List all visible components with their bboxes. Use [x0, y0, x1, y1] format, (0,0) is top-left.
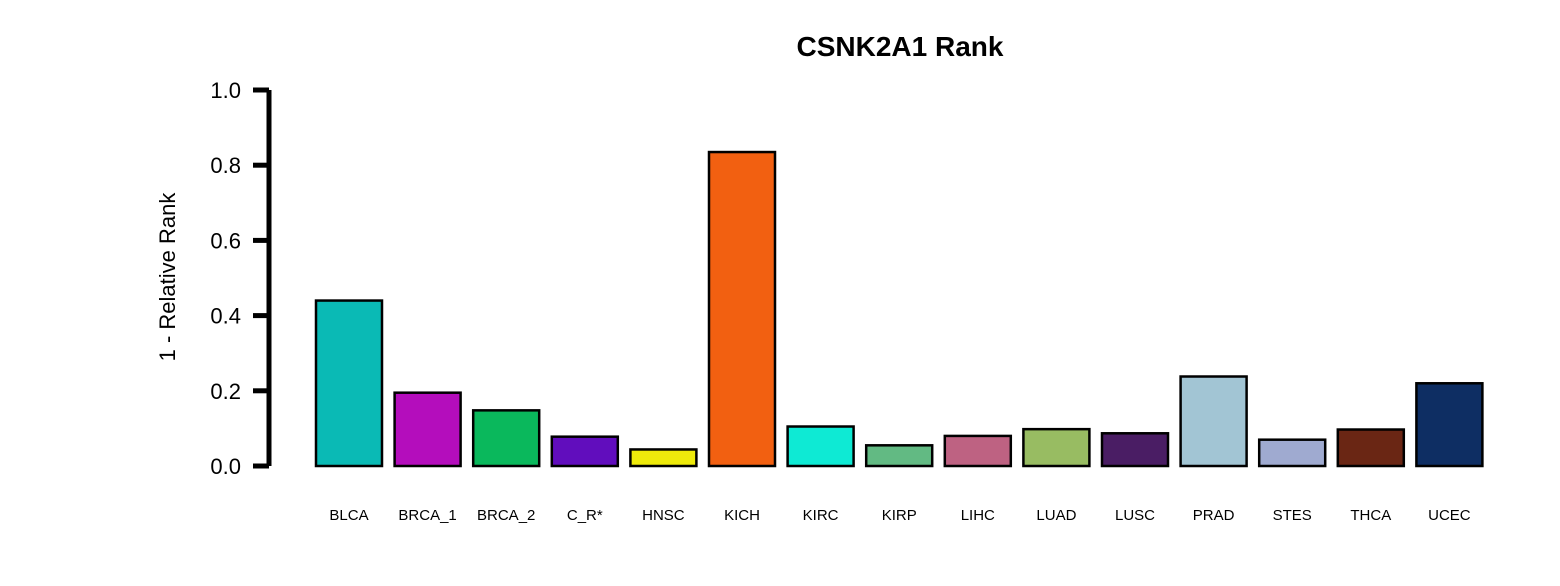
x-tick-label: PRAD	[1193, 507, 1235, 524]
bar-kirc	[786, 425, 855, 468]
x-tick-label: BRCA_1	[398, 507, 456, 524]
bars	[314, 150, 1484, 468]
bar-prad	[1179, 375, 1248, 468]
x-tick-label: C_R*	[567, 507, 603, 524]
x-tick-labels: BLCA BRCA_1 BRCA_2 C_R* HNSC KICH KIRC KIRP LIHC…	[329, 507, 1470, 524]
x-tick-label: BLCA	[329, 507, 368, 524]
x-tick-label: LIHC	[961, 507, 995, 524]
x-tick-label: HNSC	[642, 507, 685, 524]
bar-lihc	[943, 434, 1013, 468]
bar-kirp	[864, 444, 934, 468]
bar-brca-1	[393, 391, 462, 468]
y-tick-label: 1.0	[210, 78, 241, 103]
chart-title: CSNK2A1 Rank	[797, 31, 1004, 62]
x-tick-label: KICH	[724, 507, 760, 524]
x-tick-label: THCA	[1350, 507, 1391, 524]
y-axis-label: 1 - Relative Rank	[155, 192, 180, 362]
bar-kich	[707, 150, 777, 468]
bar-blca	[314, 299, 384, 468]
bar-ucec	[1415, 382, 1484, 468]
y-tick-label: 0.0	[210, 454, 241, 479]
bar-lusc	[1100, 432, 1170, 468]
x-tick-label: UCEC	[1428, 507, 1471, 524]
y-tick-label: 0.6	[210, 228, 241, 253]
x-tick-label: LUAD	[1036, 507, 1076, 524]
x-tick-label: LUSC	[1115, 507, 1155, 524]
bar-c-r-	[550, 435, 620, 468]
x-tick-label: BRCA_2	[477, 507, 535, 524]
bar-thca	[1336, 428, 1406, 468]
x-tick-label: KIRC	[803, 507, 839, 524]
x-tick-label: KIRP	[882, 507, 917, 524]
bar-stes	[1257, 438, 1327, 468]
y-tick-label: 0.2	[210, 379, 241, 404]
y-axis: 0.0 0.2 0.4 0.6 0.8 1.0	[210, 78, 272, 479]
y-tick-label: 0.4	[210, 304, 241, 329]
bar-hnsc	[629, 448, 698, 468]
bar-luad	[1022, 427, 1091, 468]
x-tick-label: STES	[1273, 507, 1312, 524]
y-tick-label: 0.8	[210, 153, 241, 178]
bar-brca-2	[471, 409, 541, 468]
